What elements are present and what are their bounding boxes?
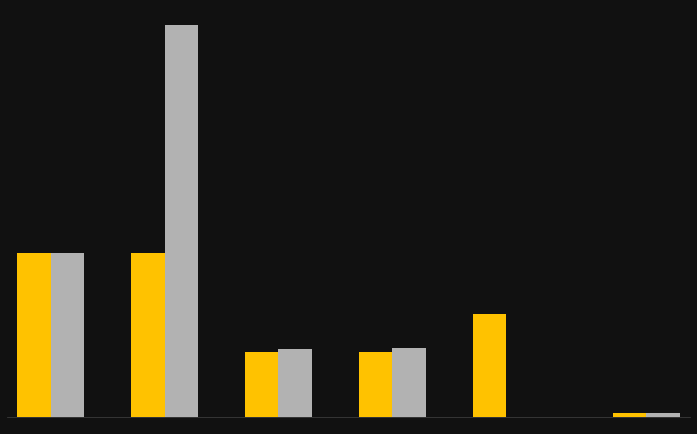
Bar (613, 413, 646, 417)
Bar (359, 352, 392, 417)
Bar (392, 348, 426, 417)
Bar (51, 254, 84, 417)
Bar (17, 254, 51, 417)
Bar (245, 352, 278, 417)
Bar (278, 349, 312, 417)
Bar (473, 315, 506, 417)
Bar (646, 413, 680, 417)
Bar (131, 254, 164, 417)
Bar (164, 26, 198, 417)
